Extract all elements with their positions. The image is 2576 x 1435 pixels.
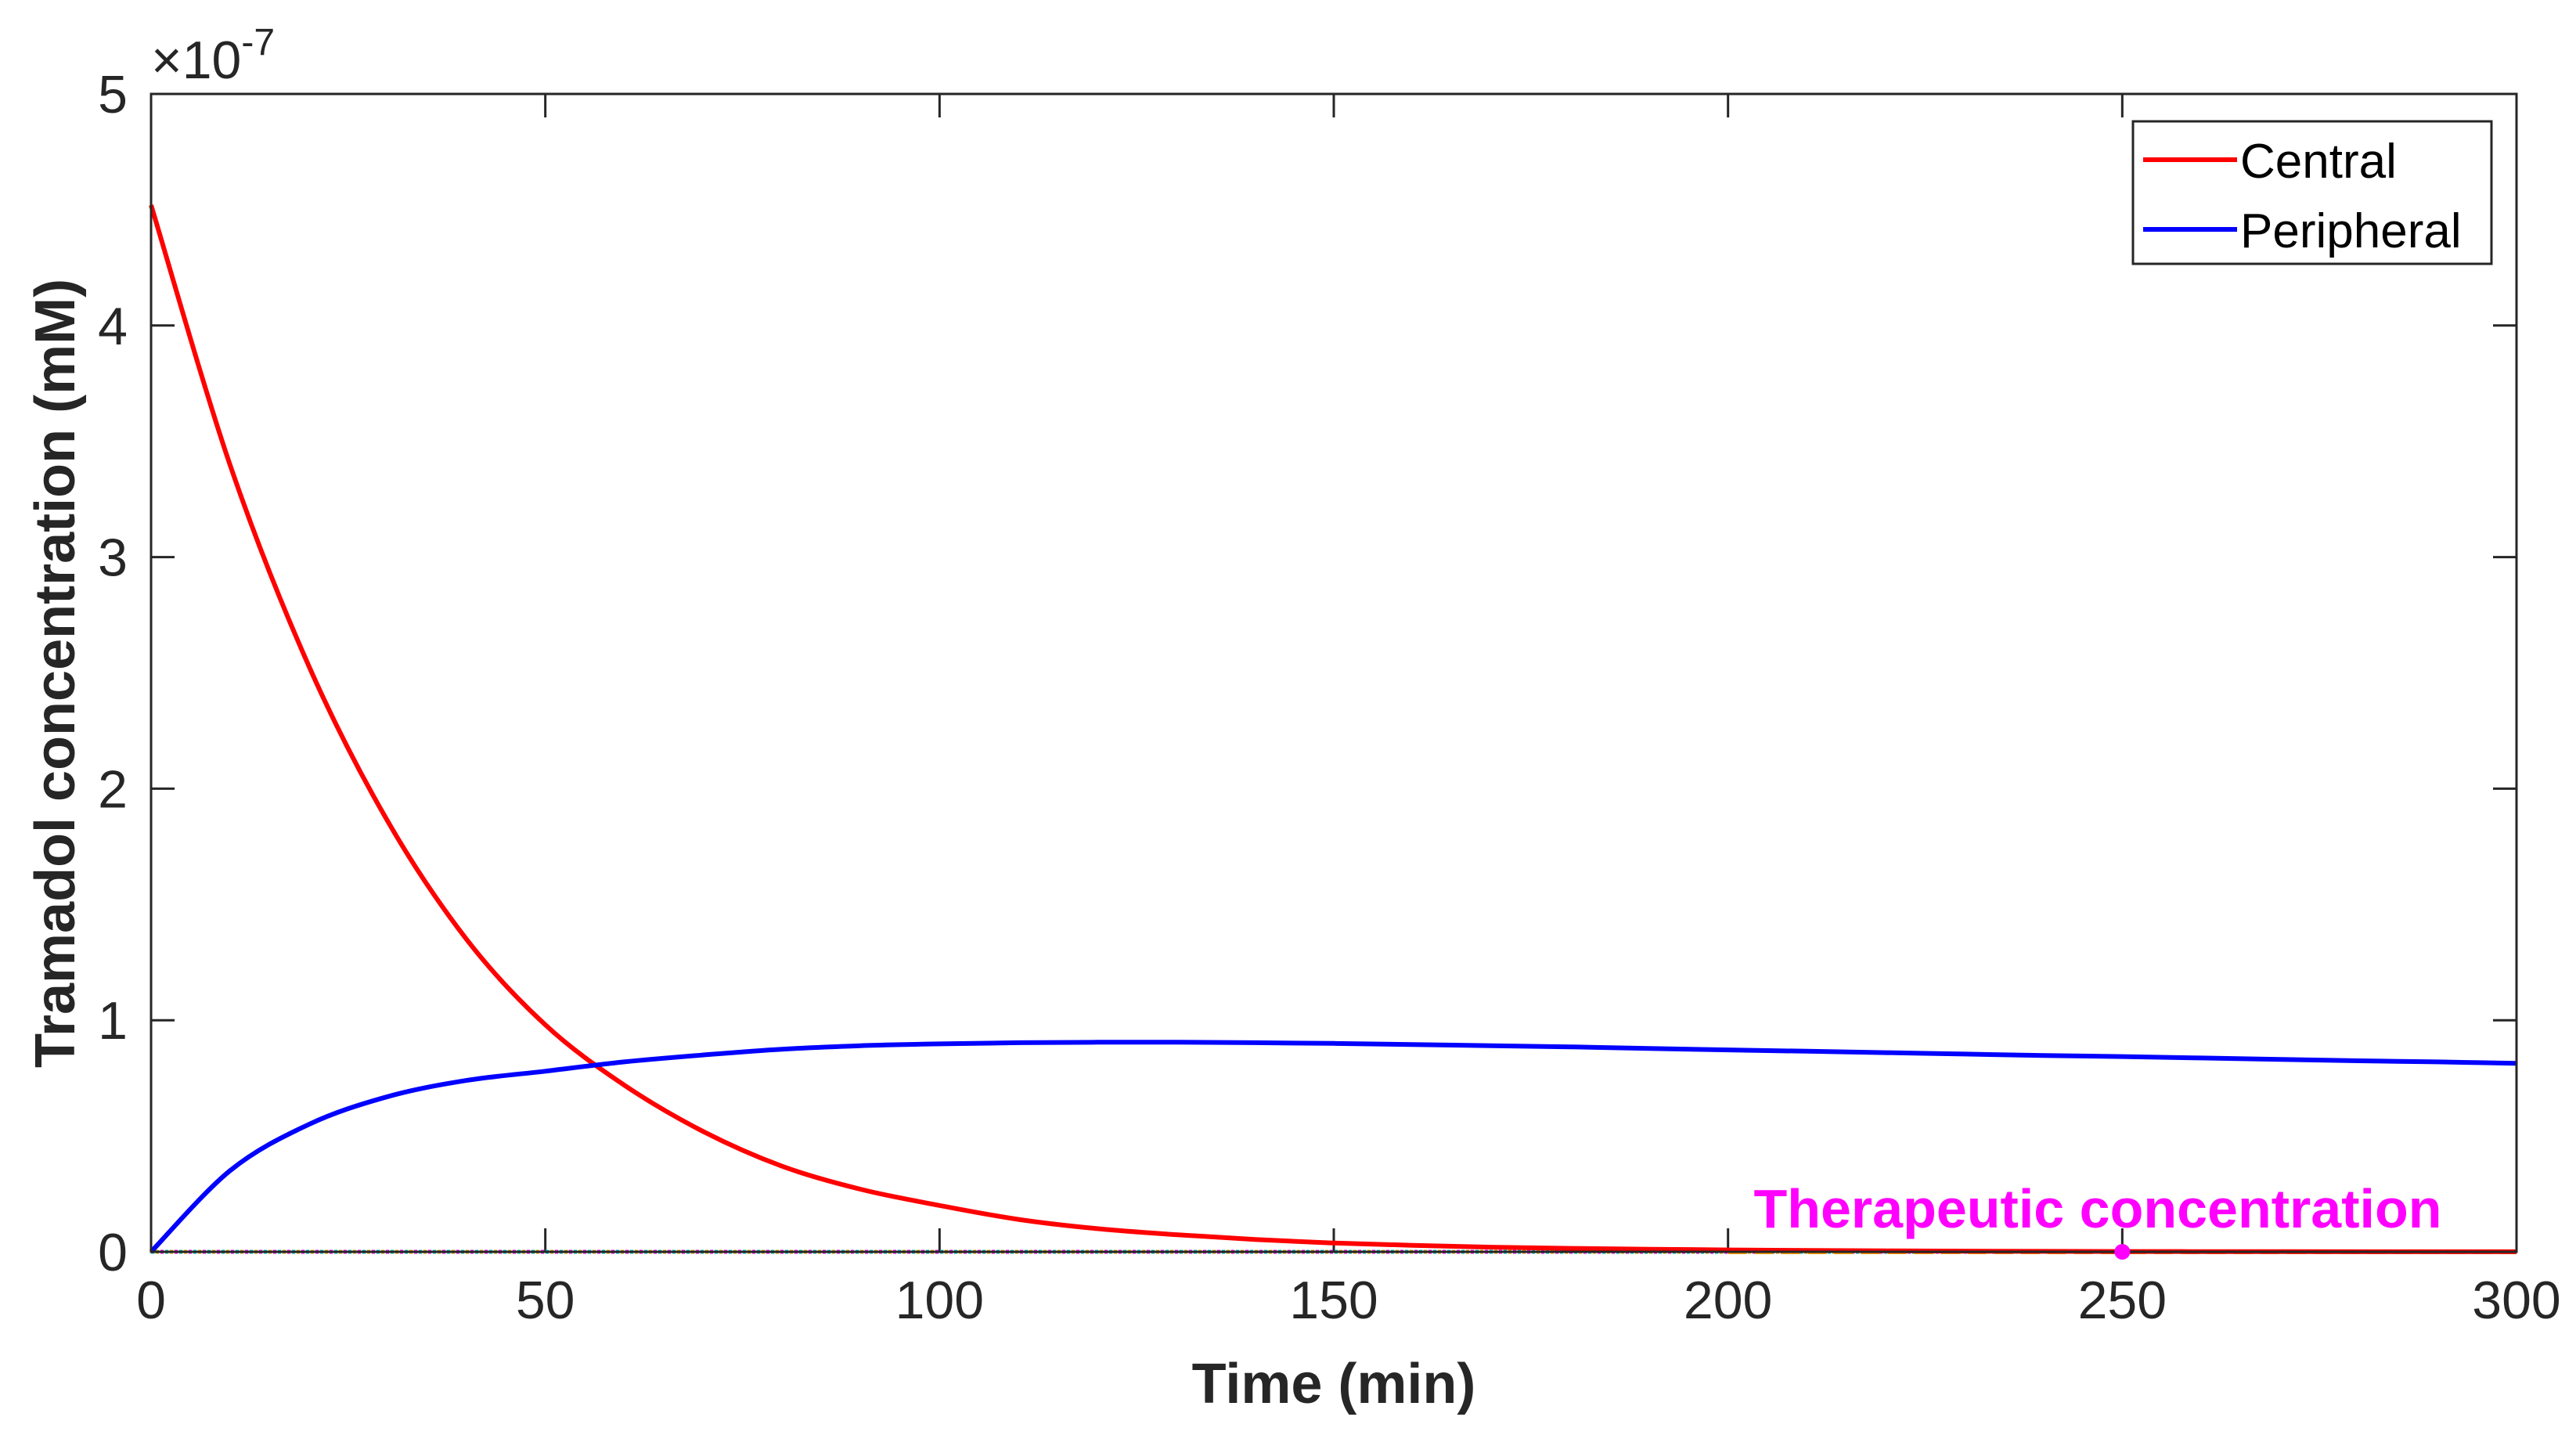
x-tick-label: 100 — [895, 1271, 984, 1330]
annotation-marker — [2114, 1244, 2131, 1260]
y-axis-title: Tramadol concentration (mM) — [24, 279, 87, 1068]
x-tick-label: 50 — [516, 1271, 575, 1330]
y-tick-label: 4 — [98, 297, 128, 356]
x-tick-label: 250 — [2078, 1271, 2167, 1330]
legend-box — [2131, 120, 2493, 265]
series-line-peripheral — [149, 1040, 2517, 1254]
y-tick-label: 1 — [98, 991, 128, 1051]
legend-label-peripheral: Peripheral — [2240, 204, 2462, 258]
x-tick-label: 200 — [1684, 1271, 1772, 1330]
x-axis-title: Time (min) — [1192, 1353, 1476, 1415]
plot-area — [151, 94, 2517, 1252]
legend: Central Peripheral — [2131, 120, 2493, 265]
annotation-therapeutic-concentration: Therapeutic concentration — [1753, 1178, 2441, 1239]
x-tick-labels: 0 50 100 150 200 250 300 — [136, 1271, 2561, 1330]
x-tick-label: 300 — [2472, 1271, 2560, 1330]
legend-label-central: Central — [2240, 135, 2397, 189]
x-tick-label: 0 — [136, 1271, 166, 1330]
y-tick-label: 5 — [98, 65, 128, 124]
y-tick-label: 3 — [98, 528, 128, 588]
x-tick-label: 150 — [1289, 1271, 1378, 1330]
y-exponent-label: ×10-7 — [151, 22, 275, 90]
y-tick-label: 0 — [98, 1223, 128, 1282]
y-tick-label: 2 — [98, 759, 128, 819]
plot-frame — [150, 92, 2518, 1253]
y-tick-labels: 0 1 2 3 4 5 — [98, 65, 128, 1282]
